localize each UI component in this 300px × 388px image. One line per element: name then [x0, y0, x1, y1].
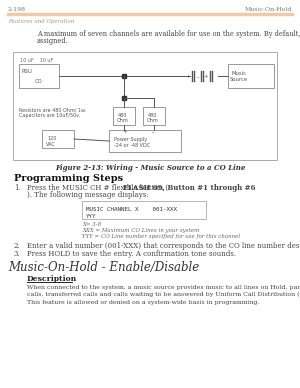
Bar — [113, 107, 135, 125]
Text: 1.: 1. — [14, 184, 21, 192]
Bar — [13, 52, 277, 160]
Bar — [42, 130, 74, 148]
Text: 120: 120 — [47, 136, 56, 141]
Text: +: + — [122, 129, 127, 134]
Text: -24 or -48 VDC: -24 or -48 VDC — [114, 143, 150, 148]
Text: Description: Description — [27, 275, 77, 283]
Text: X= 3-8: X= 3-8 — [82, 222, 101, 227]
Text: VAC: VAC — [46, 142, 56, 147]
Bar — [19, 64, 59, 88]
Bar — [143, 107, 165, 125]
Text: Resistors are 480 Ohm/ 1w.: Resistors are 480 Ohm/ 1w. — [19, 107, 86, 112]
Text: This feature is allowed or denied on a system-wide basis in programming.: This feature is allowed or denied on a s… — [27, 300, 260, 305]
Text: A maximum of seven channels are available for use on the system. By default, no : A maximum of seven channels are availabl… — [37, 30, 300, 38]
Text: When connected to the system, a music source provides music to all lines on Hold: When connected to the system, a music so… — [27, 285, 300, 290]
Text: ). The following message displays:: ). The following message displays: — [27, 191, 149, 199]
Text: -: - — [152, 129, 154, 135]
Text: Ohm: Ohm — [147, 118, 159, 123]
Bar — [82, 201, 206, 219]
Text: 2-198: 2-198 — [8, 7, 26, 12]
Text: Music: Music — [231, 71, 246, 76]
Text: calls, transferred calls and calls waiting to be answered by Uniform Call Distri: calls, transferred calls and calls waiti… — [27, 292, 300, 297]
Text: 2.: 2. — [14, 242, 21, 250]
Text: Figure 2-13: Wiring - Music Source to a CO Line: Figure 2-13: Wiring - Music Source to a … — [55, 164, 245, 172]
Text: MUSIC CHANNEL X    001-XXX: MUSIC CHANNEL X 001-XXX — [86, 207, 177, 212]
Text: +: + — [186, 74, 190, 80]
Text: Press the MUSIC CH # flexible button (: Press the MUSIC CH # flexible button ( — [27, 184, 168, 192]
Text: 480: 480 — [118, 113, 128, 118]
Text: +: + — [204, 74, 208, 80]
Text: Features and Operation: Features and Operation — [8, 19, 74, 24]
Text: 480: 480 — [148, 113, 158, 118]
Text: Capacitors are 10uF/50v.: Capacitors are 10uF/50v. — [19, 113, 80, 118]
Text: 10 uF    10 uF: 10 uF 10 uF — [20, 58, 53, 63]
Text: Source: Source — [230, 77, 248, 82]
Text: XXX = Maximum CO Lines in your system: XXX = Maximum CO Lines in your system — [82, 228, 200, 233]
Text: YYY = CO Line number specified for use for this channel: YYY = CO Line number specified for use f… — [82, 234, 240, 239]
Bar — [228, 64, 274, 88]
Text: Power Supply: Power Supply — [114, 137, 147, 142]
Text: Music-On-Hold - Enable/Disable: Music-On-Hold - Enable/Disable — [8, 261, 199, 274]
Text: Press HOLD to save the entry. A confirmation tone sounds.: Press HOLD to save the entry. A confirma… — [27, 250, 236, 258]
Text: Enter a valid number (001-XXX) that corresponds to the CO line number desired.: Enter a valid number (001-XXX) that corr… — [27, 242, 300, 250]
Text: FLASH 09, Button #1 through #6: FLASH 09, Button #1 through #6 — [123, 184, 255, 192]
Text: assigned.: assigned. — [37, 37, 69, 45]
Text: Programming Steps: Programming Steps — [14, 174, 123, 183]
Text: Ohm: Ohm — [117, 118, 129, 123]
Text: 3.: 3. — [14, 250, 21, 258]
Text: RSU: RSU — [22, 69, 33, 74]
Text: -: - — [197, 74, 199, 80]
Text: YYY: YYY — [86, 214, 97, 219]
Text: CO: CO — [35, 79, 43, 84]
Bar — [109, 130, 181, 152]
Text: Music-On-Hold: Music-On-Hold — [244, 7, 292, 12]
